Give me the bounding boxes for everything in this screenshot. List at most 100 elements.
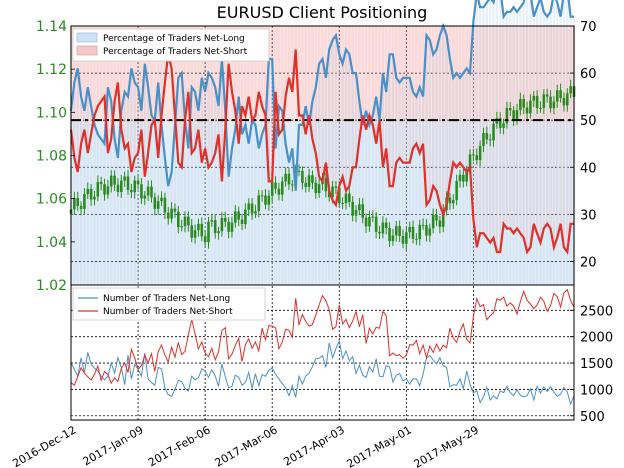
candle-body <box>401 236 405 244</box>
bottom-panel-frame <box>70 284 575 421</box>
candle-body <box>247 203 251 210</box>
net-short-band <box>224 26 227 130</box>
price-tick-label: 1.04 <box>36 235 67 251</box>
net-short-band <box>559 26 562 224</box>
candle-body <box>415 238 418 240</box>
candle-body <box>348 193 351 202</box>
net-short-band <box>183 26 187 121</box>
net-short-band <box>177 26 180 163</box>
candle-body <box>552 101 556 109</box>
candle-body <box>203 236 207 243</box>
net-long-band <box>371 115 374 286</box>
net-short-band <box>522 26 525 238</box>
net-short-band <box>344 26 348 191</box>
net-short-band <box>113 26 116 102</box>
candle-body <box>277 188 281 195</box>
net-short-band <box>425 26 428 205</box>
candle-body <box>529 100 532 114</box>
net-short-band <box>328 26 331 191</box>
net-short-percent-line <box>69 49 574 255</box>
candle-body <box>519 99 522 111</box>
candle-body <box>136 180 140 185</box>
net-long-band <box>163 157 167 285</box>
net-long-band <box>103 143 106 285</box>
candle-body <box>103 184 106 195</box>
legend-label-net-short: Percentage of Traders Net-Short <box>103 47 248 57</box>
candle-body <box>428 228 432 236</box>
net-short-band <box>515 26 519 229</box>
net-short-band <box>126 26 130 144</box>
candle-body <box>156 201 160 209</box>
net-long-band <box>301 124 304 286</box>
candle-body <box>368 216 371 227</box>
candle-body <box>234 211 237 223</box>
net-short-band <box>398 26 401 158</box>
net-long-band <box>448 58 452 285</box>
candle-body <box>237 211 240 220</box>
net-short-band <box>542 26 545 229</box>
net-short-band <box>150 26 153 125</box>
net-long-band <box>237 96 240 286</box>
net-long-band <box>96 134 100 285</box>
candle-body <box>133 180 137 193</box>
date-tick-label: 2016-Dec-12 <box>10 423 78 468</box>
net-short-band <box>133 26 136 158</box>
net-short-band <box>321 26 324 182</box>
net-long-band <box>522 2 525 285</box>
net-long-band <box>304 106 307 286</box>
net-long-band <box>569 16 572 285</box>
candle-body <box>364 217 368 227</box>
candle-body <box>472 154 475 156</box>
net-long-band <box>291 148 294 285</box>
net-long-band <box>556 2 559 285</box>
candle-body <box>280 181 284 195</box>
net-short-band <box>361 26 364 116</box>
candle-body <box>565 93 569 106</box>
net-short-band <box>495 26 499 253</box>
net-long-band <box>502 16 505 285</box>
net-long-band <box>207 73 210 285</box>
net-short-band <box>284 26 287 97</box>
candle-body <box>388 227 391 242</box>
net-short-band <box>210 26 214 163</box>
net-short-band <box>405 26 408 163</box>
net-short-band <box>267 26 271 182</box>
count-tick-label: 1000 <box>580 383 613 398</box>
candle-body <box>150 186 153 198</box>
net-long-band <box>116 157 120 285</box>
net-short-band <box>110 26 113 140</box>
percent-tick-label: 20 <box>580 255 597 270</box>
net-long-band <box>307 124 311 286</box>
net-short-band <box>240 26 244 107</box>
candle-body <box>257 195 261 212</box>
candle-body <box>146 186 150 196</box>
candle-body <box>508 108 512 111</box>
net-long-band <box>79 96 83 286</box>
candle-body <box>381 222 385 234</box>
net-short-band <box>250 26 254 121</box>
net-short-band <box>173 26 177 116</box>
candle-body <box>341 203 344 205</box>
candle-body <box>73 198 76 210</box>
net-short-band <box>197 26 200 130</box>
net-long-band <box>539 0 542 286</box>
net-long-band <box>535 7 539 286</box>
net-short-band <box>93 26 96 116</box>
net-long-band <box>395 77 398 285</box>
net-long-band <box>217 106 220 286</box>
net-long-band <box>398 82 401 285</box>
candle-body <box>374 216 378 232</box>
net-long-band <box>549 11 552 285</box>
net-short-band <box>408 26 411 163</box>
net-short-band <box>462 26 465 168</box>
net-long-band <box>364 110 368 285</box>
candle-body <box>408 227 411 233</box>
net-short-band <box>431 26 435 187</box>
net-short-band <box>83 26 86 130</box>
candle-body <box>522 99 525 108</box>
net-short-band <box>200 26 203 163</box>
net-long-band <box>428 40 431 285</box>
candle-body <box>378 231 381 234</box>
candle-body <box>264 195 267 205</box>
net-short-band <box>317 26 321 177</box>
